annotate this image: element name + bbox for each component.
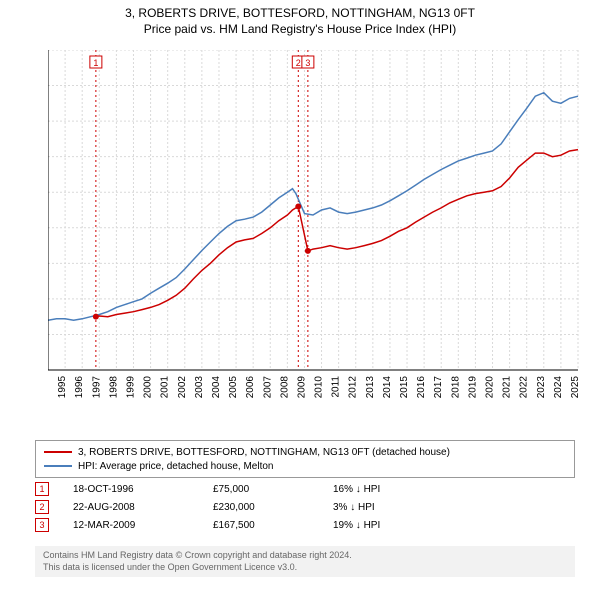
event-delta-3: 19% ↓ HPI bbox=[333, 520, 453, 531]
svg-text:3: 3 bbox=[305, 58, 310, 68]
title-line1: 3, ROBERTS DRIVE, BOTTESFORD, NOTTINGHAM… bbox=[0, 6, 600, 20]
svg-text:2025: 2025 bbox=[570, 376, 581, 399]
legend-row-property: 3, ROBERTS DRIVE, BOTTESFORD, NOTTINGHAM… bbox=[44, 445, 566, 459]
event-marker-3: 3 bbox=[35, 518, 49, 532]
svg-text:2020: 2020 bbox=[485, 376, 496, 399]
event-marker-2: 2 bbox=[35, 500, 49, 514]
svg-text:2007: 2007 bbox=[262, 376, 273, 399]
event-date-2: 22-AUG-2008 bbox=[73, 502, 213, 513]
event-date-1: 18-OCT-1996 bbox=[73, 484, 213, 495]
chart-svg: £0£50K£100K£150K£200K£250K£300K£350K£400… bbox=[48, 50, 588, 410]
event-date-3: 12-MAR-2009 bbox=[73, 520, 213, 531]
svg-text:1997: 1997 bbox=[91, 376, 102, 399]
event-delta-2: 3% ↓ HPI bbox=[333, 502, 453, 513]
svg-text:2: 2 bbox=[296, 58, 301, 68]
svg-text:1: 1 bbox=[93, 58, 98, 68]
event-price-2: £230,000 bbox=[213, 502, 333, 513]
legend-box: 3, ROBERTS DRIVE, BOTTESFORD, NOTTINGHAM… bbox=[35, 440, 575, 478]
chart-container: 3, ROBERTS DRIVE, BOTTESFORD, NOTTINGHAM… bbox=[0, 0, 600, 590]
svg-text:1998: 1998 bbox=[108, 376, 119, 399]
event-price-3: £167,500 bbox=[213, 520, 333, 531]
svg-text:2016: 2016 bbox=[416, 376, 427, 399]
event-row-1: 1 18-OCT-1996 £75,000 16% ↓ HPI bbox=[35, 480, 575, 498]
legend-label-property: 3, ROBERTS DRIVE, BOTTESFORD, NOTTINGHAM… bbox=[78, 447, 450, 458]
title-line2: Price paid vs. HM Land Registry's House … bbox=[0, 22, 600, 36]
svg-text:2008: 2008 bbox=[279, 376, 290, 399]
svg-text:2023: 2023 bbox=[536, 376, 547, 399]
svg-text:2000: 2000 bbox=[143, 376, 154, 399]
svg-text:2012: 2012 bbox=[348, 376, 359, 399]
event-marker-1: 1 bbox=[35, 482, 49, 496]
footer-line1: Contains HM Land Registry data © Crown c… bbox=[43, 550, 567, 562]
chart-area: £0£50K£100K£150K£200K£250K£300K£350K£400… bbox=[48, 50, 588, 410]
svg-text:2001: 2001 bbox=[160, 376, 171, 399]
event-delta-1: 16% ↓ HPI bbox=[333, 484, 453, 495]
svg-text:2017: 2017 bbox=[433, 376, 444, 399]
event-price-1: £75,000 bbox=[213, 484, 333, 495]
title-block: 3, ROBERTS DRIVE, BOTTESFORD, NOTTINGHAM… bbox=[0, 0, 600, 36]
footer-attribution: Contains HM Land Registry data © Crown c… bbox=[35, 546, 575, 577]
svg-text:1994: 1994 bbox=[48, 376, 51, 399]
svg-text:2018: 2018 bbox=[450, 376, 461, 399]
legend-row-hpi: HPI: Average price, detached house, Melt… bbox=[44, 459, 566, 473]
svg-text:2003: 2003 bbox=[194, 376, 205, 399]
legend-label-hpi: HPI: Average price, detached house, Melt… bbox=[78, 461, 274, 472]
footer-line2: This data is licensed under the Open Gov… bbox=[43, 562, 567, 574]
svg-text:1995: 1995 bbox=[57, 376, 68, 399]
svg-text:2021: 2021 bbox=[502, 376, 513, 399]
svg-text:2022: 2022 bbox=[519, 376, 530, 399]
svg-text:2004: 2004 bbox=[211, 376, 222, 399]
svg-text:2006: 2006 bbox=[245, 376, 256, 399]
svg-text:2011: 2011 bbox=[331, 376, 342, 398]
svg-text:1996: 1996 bbox=[74, 376, 85, 399]
event-row-3: 3 12-MAR-2009 £167,500 19% ↓ HPI bbox=[35, 516, 575, 534]
svg-text:2002: 2002 bbox=[177, 376, 188, 399]
events-table: 1 18-OCT-1996 £75,000 16% ↓ HPI 2 22-AUG… bbox=[35, 480, 575, 534]
legend-swatch-property bbox=[44, 451, 72, 453]
svg-text:2013: 2013 bbox=[365, 376, 376, 399]
svg-text:2009: 2009 bbox=[296, 376, 307, 399]
svg-text:2005: 2005 bbox=[228, 376, 239, 399]
svg-text:2010: 2010 bbox=[314, 376, 325, 399]
svg-text:2024: 2024 bbox=[553, 376, 564, 399]
svg-text:1999: 1999 bbox=[125, 376, 136, 399]
event-row-2: 2 22-AUG-2008 £230,000 3% ↓ HPI bbox=[35, 498, 575, 516]
legend-swatch-hpi bbox=[44, 465, 72, 467]
svg-text:2015: 2015 bbox=[399, 376, 410, 399]
svg-text:2014: 2014 bbox=[382, 376, 393, 399]
svg-text:2019: 2019 bbox=[467, 376, 478, 399]
